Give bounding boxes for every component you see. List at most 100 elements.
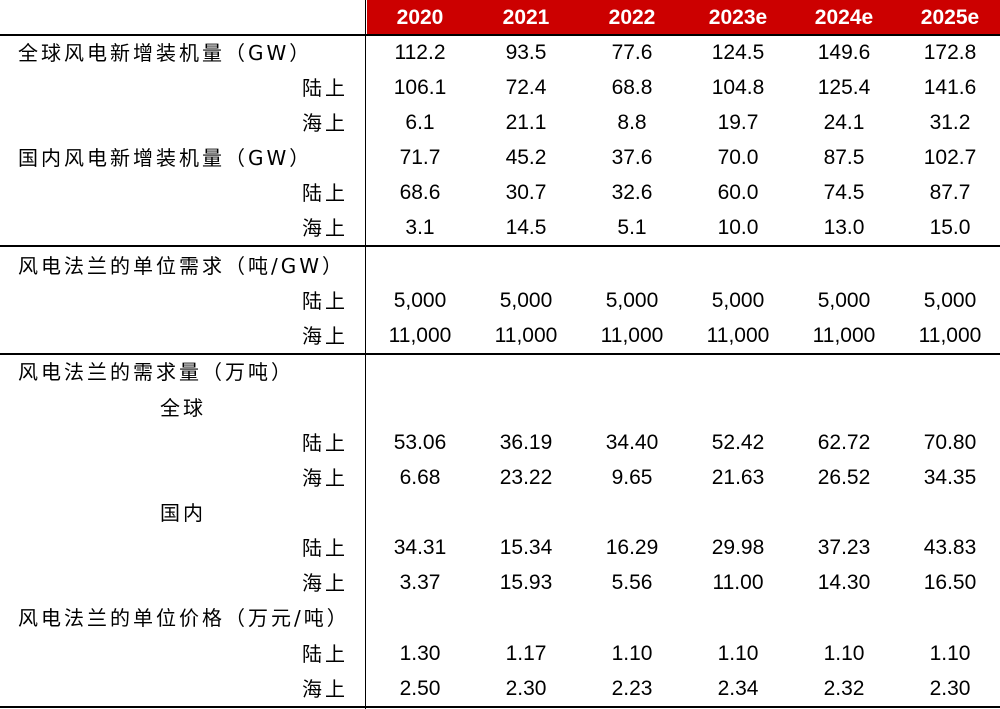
table-cell: 1.10 [611,642,653,665]
table-cell [897,601,1000,635]
table-cell: 104.8 [711,76,765,99]
table-cell: 15.93 [499,571,553,594]
table-cell [367,355,473,389]
table-cell: 2.50 [399,677,441,700]
table-cell: 74.5 [823,181,865,204]
row-label: 海上 [302,677,348,701]
table-cell: 5.56 [611,571,653,594]
table-cell: 1.10 [929,642,971,665]
table-cell [685,355,791,389]
table-cell: 31.2 [929,111,971,134]
table-cell: 29.98 [711,536,765,559]
table-cell [473,355,579,389]
table-cell: 32.6 [611,181,653,204]
table-cell: 68.6 [399,181,441,204]
table-row: 风电法兰的单位价格（万元/吨） [0,601,1000,635]
table-cell: 70.80 [923,431,977,454]
table-cell: 3.37 [399,571,441,594]
table-cell: 43.83 [923,536,977,559]
table-cell: 149.6 [817,41,871,64]
table-row: 陆上 5,000 5,000 5,000 5,000 5,000 5,000 [0,284,1000,318]
table-row: 陆上 34.31 15.34 16.29 29.98 37.23 43.83 [0,531,1000,565]
table-cell: 2.30 [929,677,971,700]
row-label: 海上 [302,216,348,240]
table-cell: 11.00 [712,571,764,594]
table-row: 风电法兰的单位需求（吨/GW） [0,249,1000,283]
table-cell [473,249,579,283]
table-cell [367,249,473,283]
table-cell: 112.2 [394,41,446,64]
table-row: 海上 6.68 23.22 9.65 21.63 26.52 34.35 [0,461,1000,495]
table-cell: 26.52 [817,466,871,489]
header-year: 2022 [608,6,656,29]
table-cell: 53.06 [393,431,447,454]
table-cell: 2.23 [611,677,653,700]
row-label: 海上 [302,324,348,348]
table-cell [791,249,897,283]
table-cell [685,496,791,530]
header-year: 2023e [708,6,768,29]
table-cell [579,355,685,389]
section-divider [0,245,1000,247]
table-cell: 34.35 [923,466,977,489]
table-cell [897,391,1000,425]
row-label: 海上 [302,571,348,595]
table-cell: 5,000 [393,289,447,312]
row-label: 全球 [160,396,206,420]
table-cell: 125.4 [817,76,871,99]
table-cell: 5,000 [605,289,659,312]
table-cell [579,601,685,635]
table-cell [367,391,473,425]
table-cell: 60.0 [717,181,759,204]
header-divider [0,34,1000,36]
table-row: 全球风电新增装机量（GW） 112.2 93.5 77.6 124.5 149.6 172.… [0,36,1000,70]
table-cell: 10.0 [717,216,759,239]
table-cell [579,249,685,283]
table-cell: 87.7 [929,181,971,204]
table-cell: 21.1 [505,111,547,134]
table-cell: 1.30 [399,642,441,665]
table-cell: 6.1 [405,111,435,134]
table-row: 陆上 106.1 72.4 68.8 104.8 125.4 141.6 [0,71,1000,105]
table-cell [685,249,791,283]
table-cell: 3.1 [405,216,435,239]
table-cell: 1.10 [823,642,865,665]
table-cell: 62.72 [817,431,871,454]
table-cell [897,249,1000,283]
table-cell: 15.0 [929,216,971,239]
table-row: 海上 2.50 2.30 2.23 2.34 2.32 2.30 [0,672,1000,706]
row-label: 海上 [302,111,348,135]
table-row: 陆上 68.6 30.7 32.6 60.0 74.5 87.7 [0,176,1000,210]
table-row: 海上 6.1 21.1 8.8 19.7 24.1 31.2 [0,106,1000,140]
table-cell [367,496,473,530]
table-cell: 37.23 [817,536,871,559]
header-year: 2021 [502,6,550,29]
row-label: 风电法兰的单位价格（万元/吨） [18,606,350,630]
table-cell: 14.5 [505,216,547,239]
table-cell: 5,000 [499,289,553,312]
table-cell: 11,000 [918,324,982,347]
table-row: 国内风电新增装机量（GW） 71.7 45.2 37.6 70.0 87.5 102.7 [0,141,1000,175]
table-cell [791,355,897,389]
table-cell: 77.6 [611,41,653,64]
header-row: 2020 2021 2022 2023e 2024e 2025e [367,0,1000,36]
table-cell: 6.68 [399,466,441,489]
table-cell: 11,000 [600,324,664,347]
table-cell: 5,000 [817,289,871,312]
table-cell [897,355,1000,389]
table-row: 海上 3.37 15.93 5.56 11.00 14.30 16.50 [0,566,1000,600]
row-label: 国内 [160,501,206,525]
row-label: 全球风电新增装机量（GW） [18,41,313,65]
table-cell: 11,000 [706,324,770,347]
table-cell: 70.0 [717,146,759,169]
header-year: 2025e [920,6,980,29]
row-label: 陆上 [302,536,348,560]
table-cell: 16.29 [605,536,659,559]
table-cell [685,391,791,425]
table-cell [579,496,685,530]
table-cell [579,391,685,425]
table-cell: 11,000 [494,324,558,347]
row-label: 陆上 [302,431,348,455]
table-cell: 21.63 [711,466,765,489]
